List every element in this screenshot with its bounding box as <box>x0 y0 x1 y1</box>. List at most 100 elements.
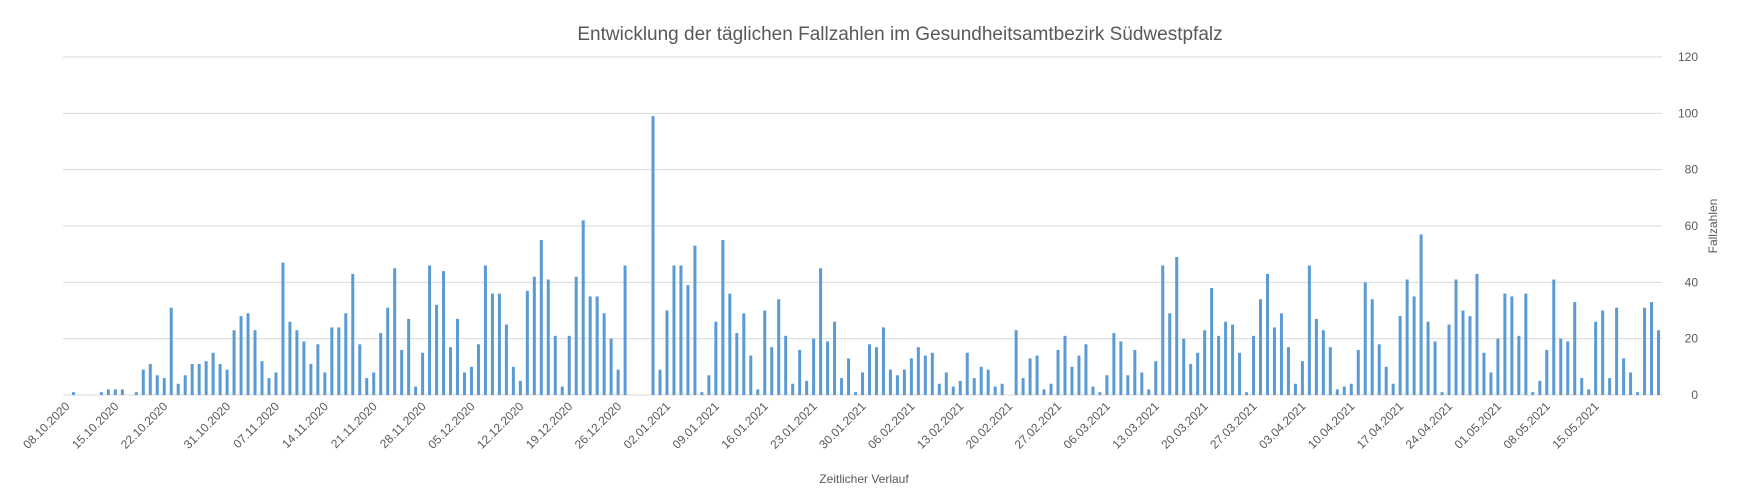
bar <box>840 378 844 395</box>
x-tick-label: 14.11.2020 <box>279 399 331 451</box>
bar <box>1545 349 1549 395</box>
bar <box>1168 313 1172 395</box>
bar <box>532 276 536 395</box>
bar <box>749 355 753 395</box>
bar <box>1643 307 1647 395</box>
bar <box>1217 335 1221 395</box>
bar <box>323 372 327 395</box>
bar <box>169 307 173 395</box>
bar <box>476 344 480 395</box>
bar <box>1636 392 1640 395</box>
bar <box>1594 321 1598 395</box>
bar <box>316 344 320 395</box>
bar <box>225 369 229 395</box>
bar <box>1119 341 1123 395</box>
bar <box>351 273 355 395</box>
bar <box>1286 347 1290 395</box>
bar <box>951 386 955 395</box>
bar <box>1587 389 1591 395</box>
x-tick-label: 22.10.2020 <box>118 399 171 452</box>
bar <box>372 372 376 395</box>
bar <box>553 335 557 395</box>
bar <box>428 265 432 395</box>
bar <box>1517 335 1521 395</box>
bar <box>1293 383 1297 395</box>
bar <box>1342 386 1346 395</box>
bar <box>546 279 550 395</box>
bar <box>1049 383 1053 395</box>
bar <box>218 364 222 395</box>
y-tick-label: 80 <box>1685 163 1699 177</box>
bar <box>679 265 683 395</box>
bar <box>833 321 837 395</box>
bar <box>874 347 878 395</box>
bar <box>763 310 767 395</box>
bar <box>1084 344 1088 395</box>
x-tick-label: 07.11.2020 <box>230 399 282 451</box>
bar <box>1363 282 1367 395</box>
bar <box>560 386 564 395</box>
bar <box>302 341 306 395</box>
bar <box>1196 352 1200 395</box>
bar <box>1608 378 1612 395</box>
bar <box>1224 321 1228 395</box>
bar <box>930 352 934 395</box>
bar <box>609 338 613 395</box>
bar <box>881 327 885 395</box>
bar <box>777 299 781 395</box>
x-tick-label: 08.05.2021 <box>1501 399 1554 452</box>
bar <box>861 372 864 395</box>
bar <box>1265 273 1269 395</box>
bar <box>686 285 690 395</box>
bar <box>567 335 571 395</box>
bar <box>1259 299 1263 395</box>
bar <box>937 383 941 395</box>
bar <box>539 240 543 395</box>
bar <box>525 290 529 395</box>
bar <box>658 369 662 395</box>
bar <box>120 389 124 395</box>
bar <box>574 276 578 395</box>
bar <box>1000 383 1004 395</box>
bar <box>1419 234 1423 395</box>
y-tick-label: 100 <box>1678 106 1698 120</box>
bar <box>1391 383 1395 395</box>
bar <box>735 333 739 395</box>
x-tick-label: 03.04.2021 <box>1256 399 1309 452</box>
bar <box>1272 327 1276 395</box>
y-axis-title: Fallzahlen <box>1706 199 1720 254</box>
bar <box>1370 299 1374 395</box>
bar <box>1028 358 1032 395</box>
bar <box>99 392 103 395</box>
bar <box>923 355 927 395</box>
bar <box>1566 341 1570 395</box>
bar <box>1349 383 1353 395</box>
bar <box>414 386 418 395</box>
bar <box>1475 273 1479 395</box>
bar <box>1231 324 1235 395</box>
bar <box>1531 392 1535 395</box>
bar <box>511 366 515 395</box>
bar <box>944 372 948 395</box>
bar <box>979 366 983 395</box>
bar <box>742 313 746 395</box>
bar <box>993 386 997 395</box>
bar <box>1035 355 1039 395</box>
x-tick-label: 30.01.2021 <box>816 399 869 452</box>
bar <box>812 338 816 395</box>
bar <box>309 364 313 395</box>
x-tick-label: 12.12.2020 <box>474 399 527 452</box>
bar <box>916 347 920 395</box>
bar <box>784 335 788 395</box>
bar <box>1405 279 1409 395</box>
bar <box>1524 293 1528 395</box>
bar <box>1154 361 1158 395</box>
bar <box>1056 349 1060 395</box>
bar <box>847 358 851 395</box>
bar <box>274 372 278 395</box>
chart-title: Entwicklung der täglichen Fallzahlen im … <box>577 24 1222 45</box>
bar <box>1063 335 1067 395</box>
bar <box>197 364 201 395</box>
bar <box>1559 338 1563 395</box>
